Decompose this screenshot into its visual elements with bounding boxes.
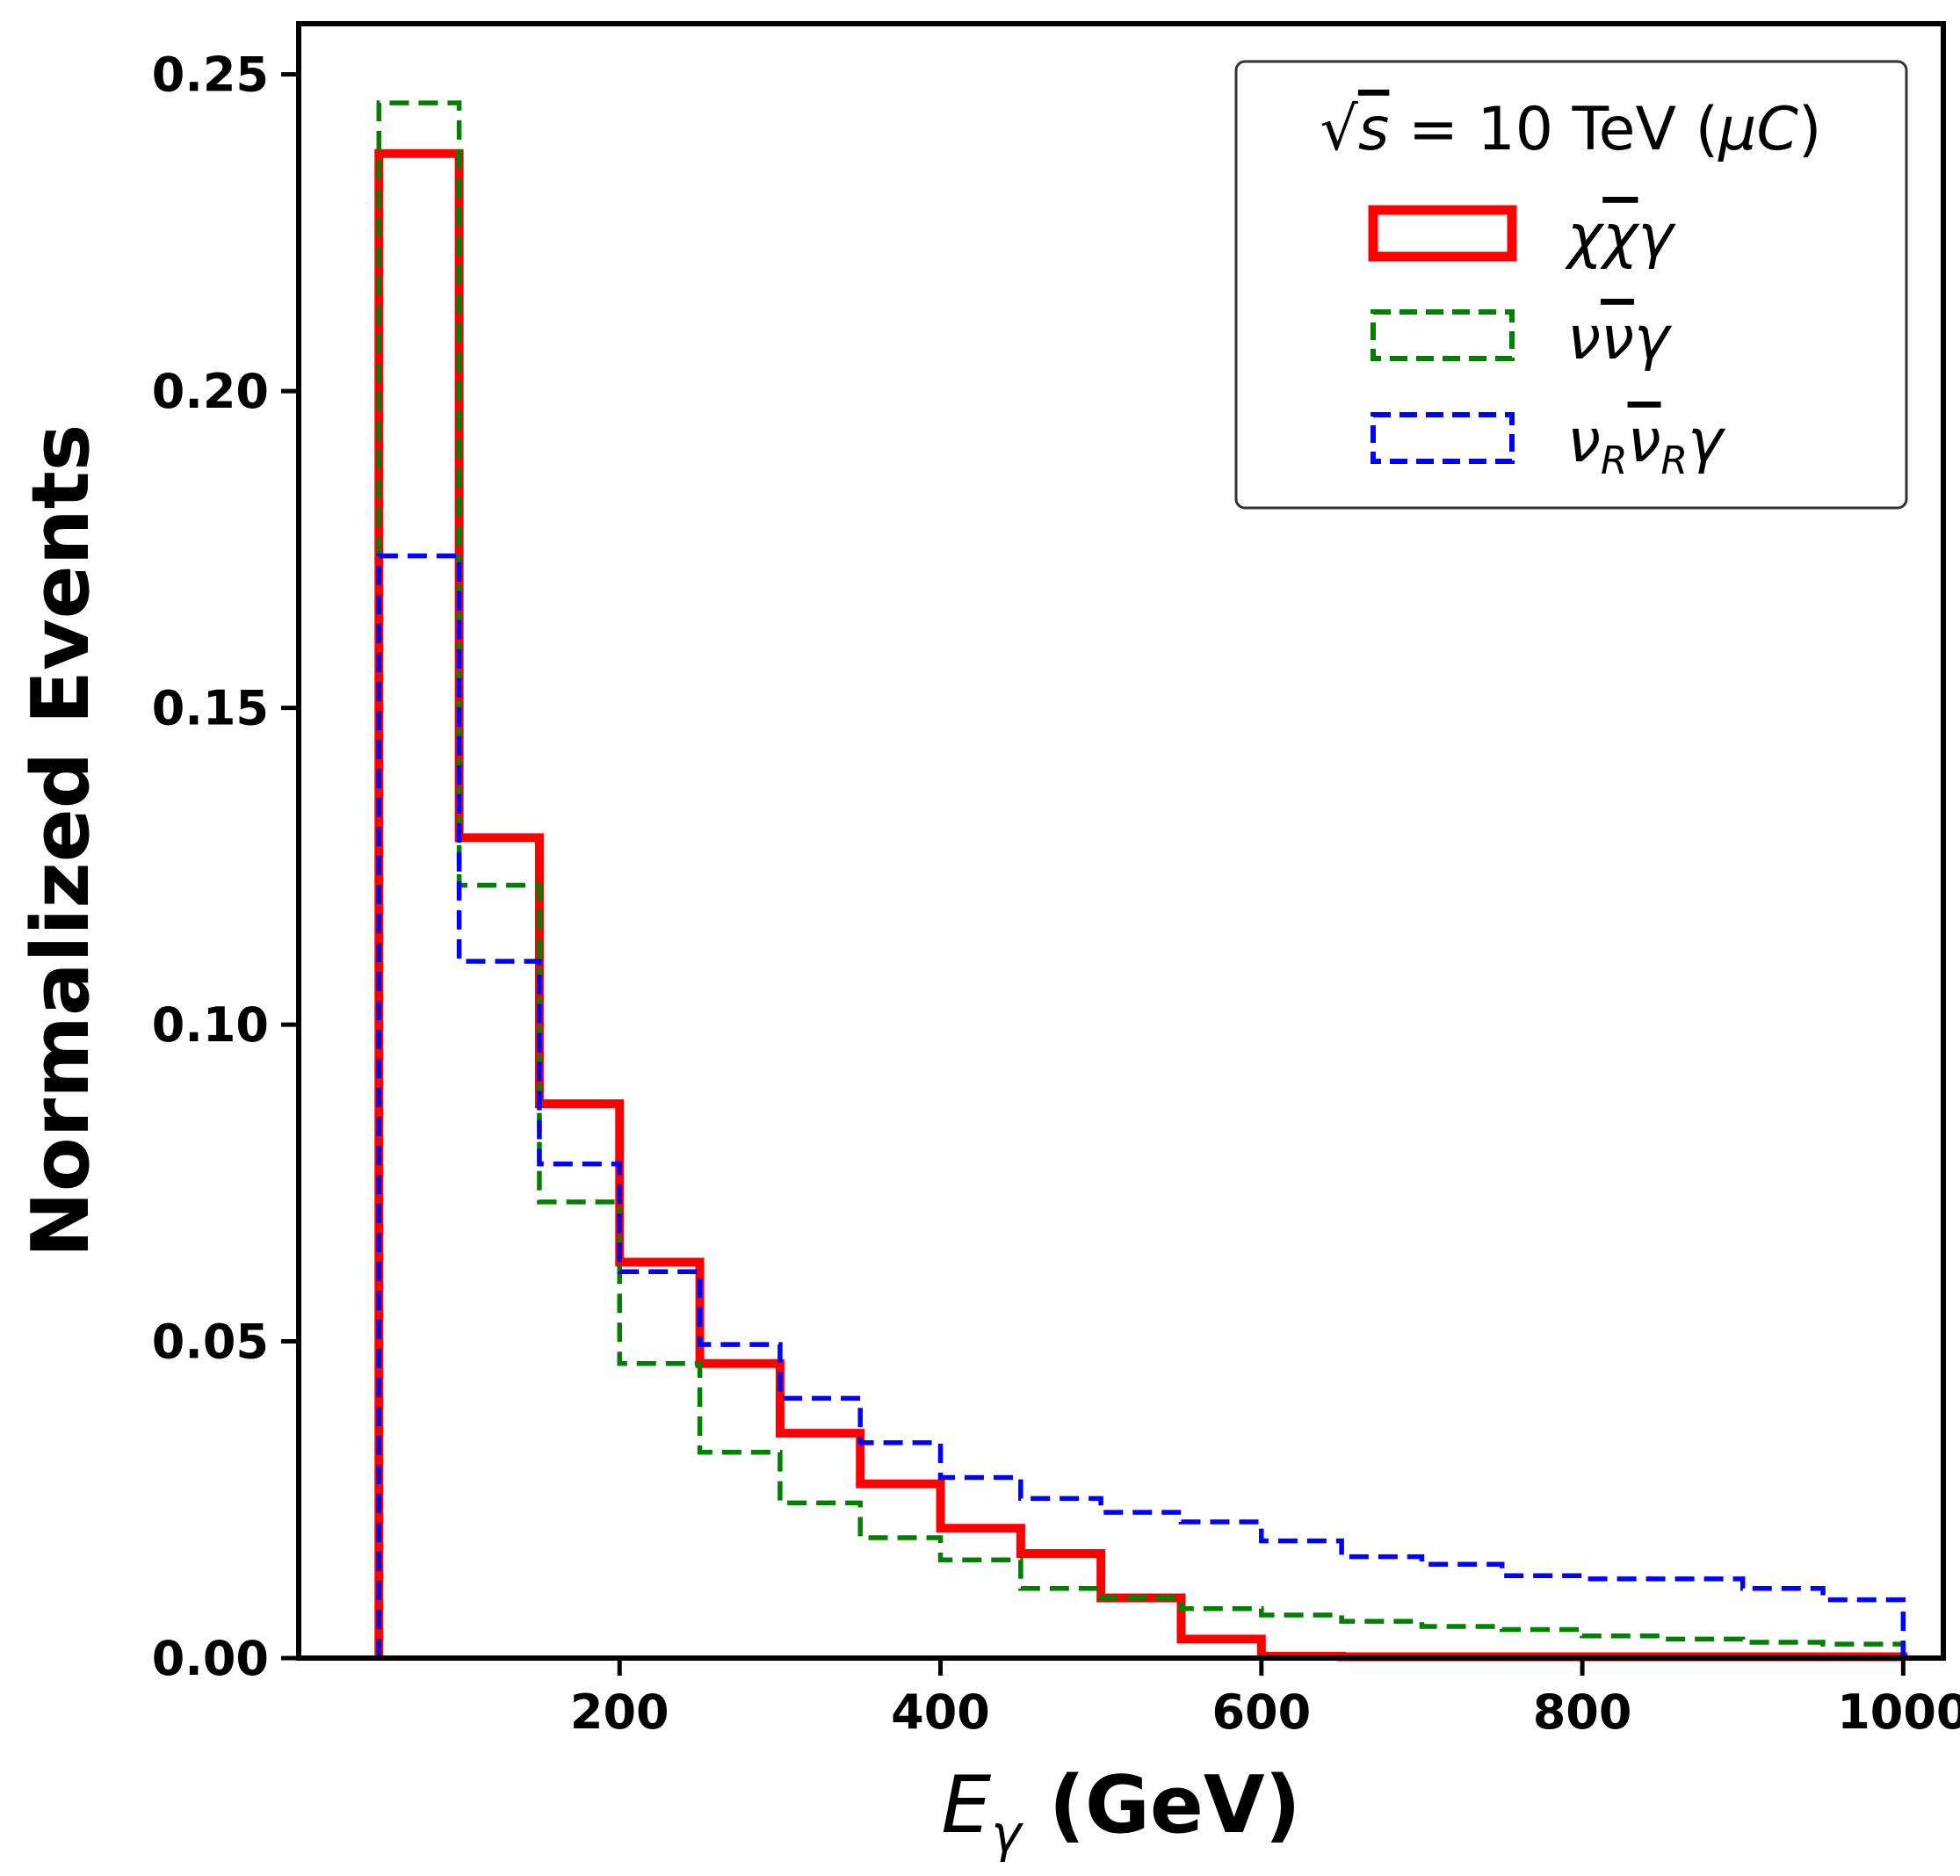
legend-title: √s = 10 TeV (μC) (1320, 95, 1822, 164)
legend-swatch-nur (1371, 412, 1515, 464)
plot-frame (296, 21, 1946, 1661)
legend-label-nu: ννγ (1567, 304, 1673, 373)
legend-frame (1234, 60, 1908, 510)
x-axis: 200 400 600 800 1000 (570, 1658, 1960, 1740)
y-tick-label: 0.25 (152, 47, 269, 103)
y-tick-label: 0.15 (152, 681, 269, 736)
x-tick-label: 600 (1211, 1684, 1311, 1740)
legend: √s = 10 TeV (μC) χχγ ννγ νRνRγ (1234, 60, 1908, 510)
y-axis-title: Normalized Events (15, 424, 107, 1258)
legend-swatch-chi (1368, 205, 1517, 262)
y-tick-label: 0.10 (152, 997, 269, 1053)
x-tick-label: 1000 (1837, 1684, 1960, 1740)
legend-label-nur: νRνRγ (1567, 407, 1726, 483)
x-tick-label: 400 (891, 1684, 990, 1740)
y-axis: 0.00 0.05 0.10 0.15 0.20 0.25 (152, 47, 299, 1686)
y-tick-label: 0.05 (152, 1315, 269, 1370)
legend-swatch-nu (1371, 309, 1515, 361)
x-tick-label: 200 (570, 1684, 669, 1740)
y-tick-label: 0.20 (152, 364, 269, 419)
x-tick-label: 800 (1533, 1684, 1632, 1740)
legend-label-chi: χχγ (1564, 202, 1677, 272)
y-tick-label: 0.00 (152, 1631, 269, 1686)
series-1-step-line (376, 100, 1906, 1658)
x-axis-title: Eγ (GeV) (941, 1759, 1300, 1864)
series-2-step-line (376, 553, 1906, 1658)
